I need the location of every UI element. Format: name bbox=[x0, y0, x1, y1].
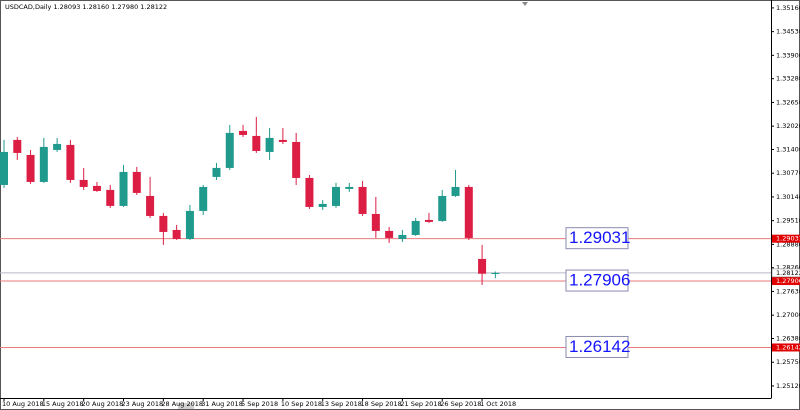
y-tick-label: 1.25750 bbox=[776, 358, 800, 366]
candle-body bbox=[0, 151, 8, 185]
candle-body bbox=[252, 135, 261, 151]
level-tag bbox=[772, 234, 800, 243]
candle-body bbox=[26, 154, 35, 182]
candle-body bbox=[305, 177, 314, 207]
candle-body bbox=[53, 143, 62, 150]
level-tag-label: 1.29031 bbox=[776, 235, 800, 243]
candle-body bbox=[318, 203, 327, 207]
candle-body bbox=[292, 141, 301, 178]
level-box bbox=[565, 335, 629, 358]
x-tick-label: 5 Sep 2018 bbox=[241, 400, 278, 408]
level-tag-label: 1.26142 bbox=[776, 343, 800, 351]
candle-body bbox=[212, 167, 221, 177]
level-tag bbox=[772, 277, 800, 286]
level-tag-label: 1.27906 bbox=[776, 277, 800, 285]
candle-body bbox=[172, 229, 181, 239]
candle-body bbox=[39, 146, 48, 182]
y-tick-label: 1.29510 bbox=[776, 217, 800, 225]
level-label: 1.29031 bbox=[569, 228, 630, 247]
current-price-label: 1.28122 bbox=[776, 269, 800, 277]
current-price-tag bbox=[771, 268, 800, 278]
y-tick-label: 1.25120 bbox=[776, 382, 800, 390]
candle-body bbox=[451, 186, 460, 196]
candle-body bbox=[278, 139, 287, 142]
y-tick-label: 1.33900 bbox=[776, 51, 800, 59]
candle-body bbox=[119, 171, 128, 206]
level-tag bbox=[772, 343, 800, 352]
candle-body bbox=[398, 234, 407, 239]
level-label: 1.27906 bbox=[569, 271, 630, 290]
x-tick-label: 21 Sep 2018 bbox=[400, 400, 441, 408]
candle-body bbox=[464, 186, 473, 238]
shift-marker bbox=[522, 2, 528, 6]
x-tick-label: 26 Sep 2018 bbox=[440, 400, 481, 408]
candle-body bbox=[225, 132, 234, 168]
candle-body bbox=[385, 230, 394, 238]
y-tick-label: 1.35160 bbox=[776, 4, 800, 12]
x-tick-label: 18 Sep 2018 bbox=[361, 400, 402, 408]
candle-body bbox=[478, 258, 487, 274]
x-tick-label: 10 Aug 2018 bbox=[2, 400, 44, 408]
y-tick-label: 1.28880 bbox=[776, 240, 800, 248]
x-tick-label: 10 Sep 2018 bbox=[281, 400, 322, 408]
x-tick-label: 31 Aug 2018 bbox=[201, 400, 243, 408]
candle-body bbox=[491, 272, 500, 275]
candle-body bbox=[199, 186, 208, 211]
candle-body bbox=[159, 215, 168, 232]
y-tick-label: 1.31400 bbox=[776, 145, 800, 153]
y-tick-label: 1.30140 bbox=[776, 193, 800, 201]
x-tick-label: 13 Sep 2018 bbox=[321, 400, 362, 408]
candle-body bbox=[146, 195, 155, 216]
candle-body bbox=[345, 186, 354, 189]
y-tick-label: 1.27630 bbox=[776, 287, 800, 295]
x-tick-label: 23 Aug 2018 bbox=[122, 400, 164, 408]
candle-body bbox=[438, 195, 447, 221]
y-tick-label: 1.32650 bbox=[776, 98, 800, 106]
chart-title: USDCAD,Daily 1.28093 1.28160 1.27980 1.2… bbox=[5, 3, 167, 11]
candle-body bbox=[424, 219, 433, 222]
x-tick-label: 15 Aug 2018 bbox=[42, 400, 84, 408]
candle-body bbox=[79, 179, 88, 187]
y-tick-label: 1.33280 bbox=[776, 75, 800, 83]
y-tick-label: 1.27000 bbox=[776, 311, 800, 319]
candle-body bbox=[185, 210, 194, 239]
candle-body bbox=[13, 139, 22, 153]
candle-body bbox=[106, 189, 115, 206]
candle-body bbox=[132, 171, 141, 193]
candle-body bbox=[358, 186, 367, 214]
y-tick-label: 1.34530 bbox=[776, 28, 800, 36]
level-box bbox=[565, 269, 629, 292]
x-tick-label: 20 Aug 2018 bbox=[82, 400, 124, 408]
candle-body bbox=[332, 186, 340, 206]
level-box bbox=[565, 227, 629, 250]
candle-body bbox=[371, 213, 380, 231]
candle-body bbox=[411, 220, 420, 235]
y-tick-label: 1.30770 bbox=[776, 169, 800, 177]
candle-body bbox=[66, 144, 75, 180]
x-tick-label: 28 Aug 2018 bbox=[161, 400, 203, 408]
scroll-marker bbox=[178, 403, 194, 409]
candle-body bbox=[265, 137, 274, 152]
candle-body bbox=[239, 130, 248, 135]
y-tick-label: 1.32020 bbox=[776, 122, 800, 130]
candle-body bbox=[92, 185, 101, 191]
y-tick-label: 1.26380 bbox=[776, 335, 800, 343]
level-label: 1.26142 bbox=[569, 337, 630, 356]
y-tick-label: 1.28260 bbox=[776, 264, 800, 272]
x-tick-label: 1 Oct 2018 bbox=[480, 400, 516, 408]
